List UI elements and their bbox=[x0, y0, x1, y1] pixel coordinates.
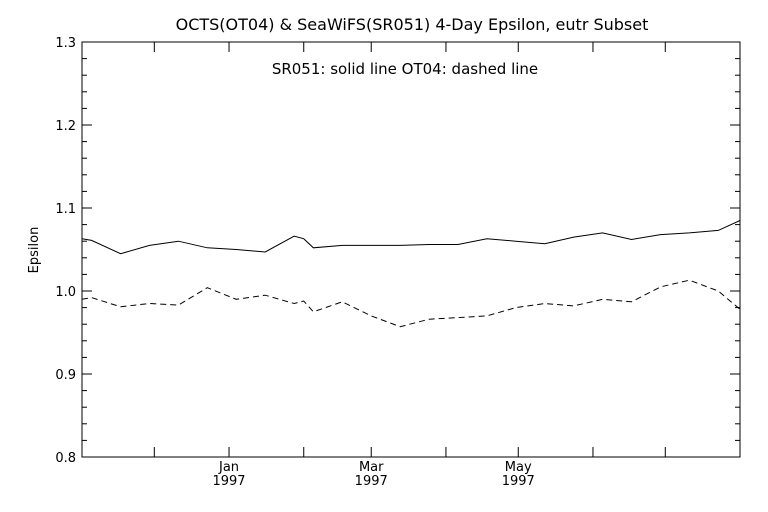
chart-title: OCTS(OT04) & SeaWiFS(SR051) 4-Day Epsilo… bbox=[176, 15, 649, 34]
x-tick-label-year: 1997 bbox=[212, 474, 245, 489]
x-tick-label-year: 1997 bbox=[355, 474, 388, 489]
series-legend-annotation: SR051: solid line OT04: dashed line bbox=[272, 60, 538, 78]
y-tick-label: 1.0 bbox=[55, 285, 76, 300]
y-tick-label: 1.1 bbox=[55, 202, 76, 217]
plot-area-frame bbox=[81, 41, 741, 458]
y-tick-label: 1.2 bbox=[55, 119, 76, 134]
series-line-ot04 bbox=[81, 279, 741, 328]
series-line-sr051 bbox=[81, 220, 741, 255]
y-tick-label: 1.3 bbox=[55, 36, 76, 51]
x-tick-label-month: Jan bbox=[218, 460, 239, 475]
x-tick-label-month: May bbox=[505, 460, 532, 475]
x-tick-label-year: 1997 bbox=[502, 474, 535, 489]
y-axis-label: Epsilon bbox=[27, 227, 42, 274]
y-tick-label: 0.8 bbox=[55, 451, 76, 466]
x-tick-label-month: Mar bbox=[359, 460, 384, 475]
y-tick-label: 0.9 bbox=[55, 368, 76, 383]
series-layer bbox=[81, 220, 741, 328]
y-axis: 0.8 0.9 1.0 1.1 1.2 1.3 bbox=[55, 36, 740, 466]
